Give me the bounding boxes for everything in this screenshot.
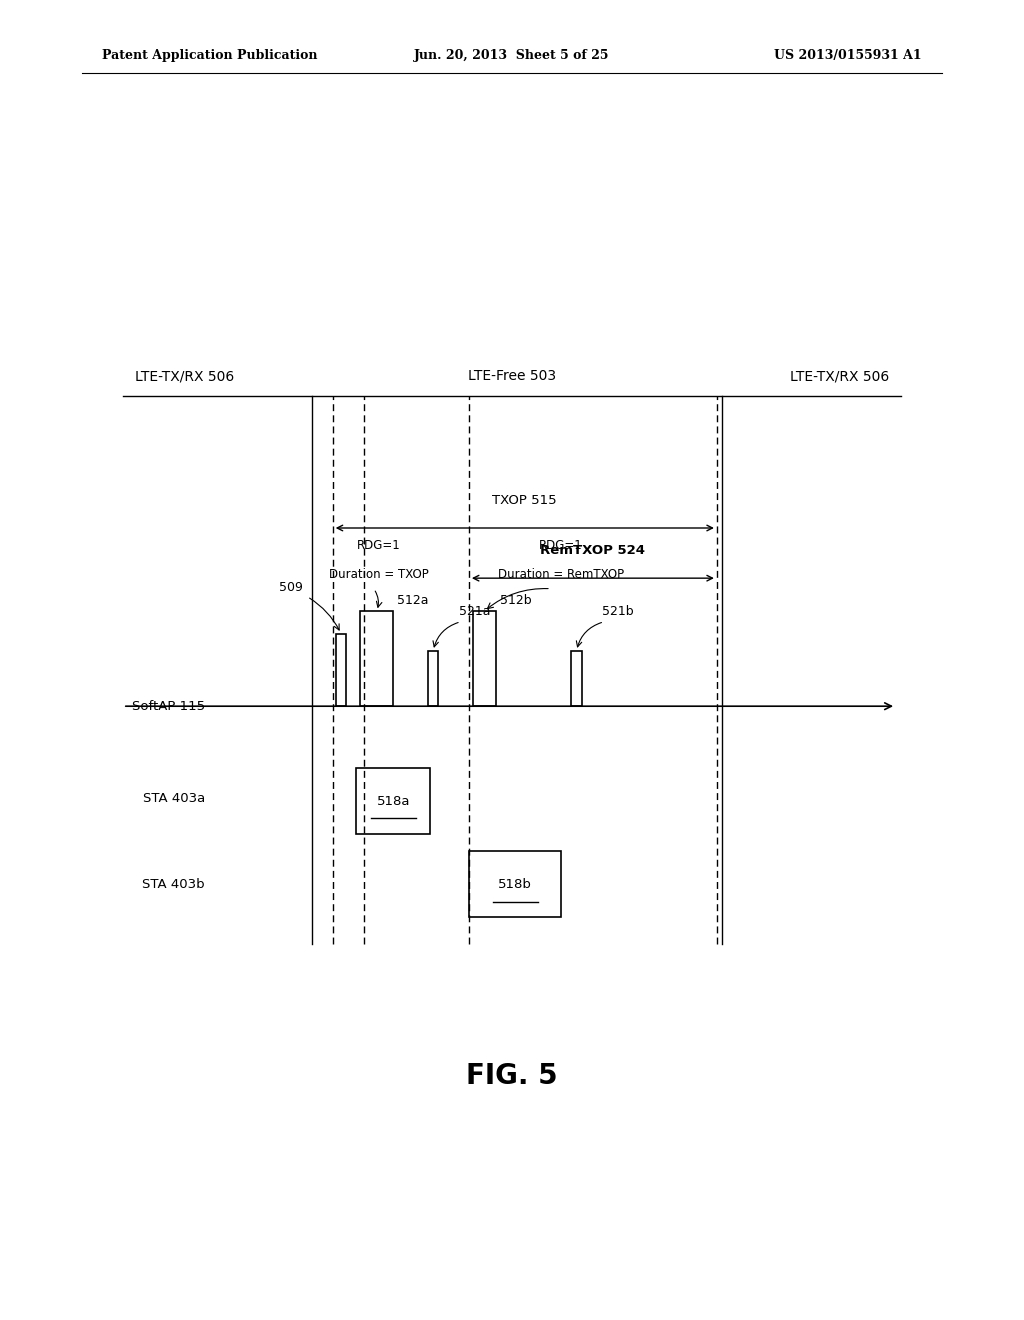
- Text: STA 403b: STA 403b: [142, 878, 205, 891]
- Bar: [428, 651, 438, 706]
- Bar: [473, 611, 496, 706]
- Text: LTE-TX/RX 506: LTE-TX/RX 506: [791, 370, 889, 383]
- Text: 518b: 518b: [498, 878, 532, 891]
- Bar: [360, 611, 393, 706]
- Bar: [336, 634, 346, 706]
- Text: US 2013/0155931 A1: US 2013/0155931 A1: [774, 49, 922, 62]
- Text: 518a: 518a: [377, 795, 410, 808]
- Text: RemTXOP 524: RemTXOP 524: [541, 544, 645, 557]
- Text: 521b: 521b: [602, 605, 634, 618]
- Text: Duration = RemTXOP: Duration = RemTXOP: [498, 568, 625, 581]
- Text: LTE-TX/RX 506: LTE-TX/RX 506: [135, 370, 233, 383]
- Text: Jun. 20, 2013  Sheet 5 of 25: Jun. 20, 2013 Sheet 5 of 25: [415, 49, 609, 62]
- Text: 512a: 512a: [397, 594, 429, 607]
- Bar: [356, 768, 430, 834]
- Text: RDG=1: RDG=1: [540, 539, 583, 552]
- Text: Patent Application Publication: Patent Application Publication: [102, 49, 317, 62]
- Text: FIG. 5: FIG. 5: [466, 1061, 558, 1090]
- Bar: [469, 851, 561, 917]
- Text: STA 403a: STA 403a: [142, 792, 205, 805]
- Bar: [571, 651, 582, 706]
- Text: 521a: 521a: [459, 605, 490, 618]
- Text: Duration = TXOP: Duration = TXOP: [329, 568, 429, 581]
- Text: SoftAP 115: SoftAP 115: [132, 700, 205, 713]
- Text: LTE-Free 503: LTE-Free 503: [468, 370, 556, 383]
- Text: TXOP 515: TXOP 515: [493, 494, 557, 507]
- Text: 509: 509: [280, 581, 303, 594]
- Text: 512b: 512b: [500, 594, 531, 607]
- Text: RDG=1: RDG=1: [357, 539, 400, 552]
